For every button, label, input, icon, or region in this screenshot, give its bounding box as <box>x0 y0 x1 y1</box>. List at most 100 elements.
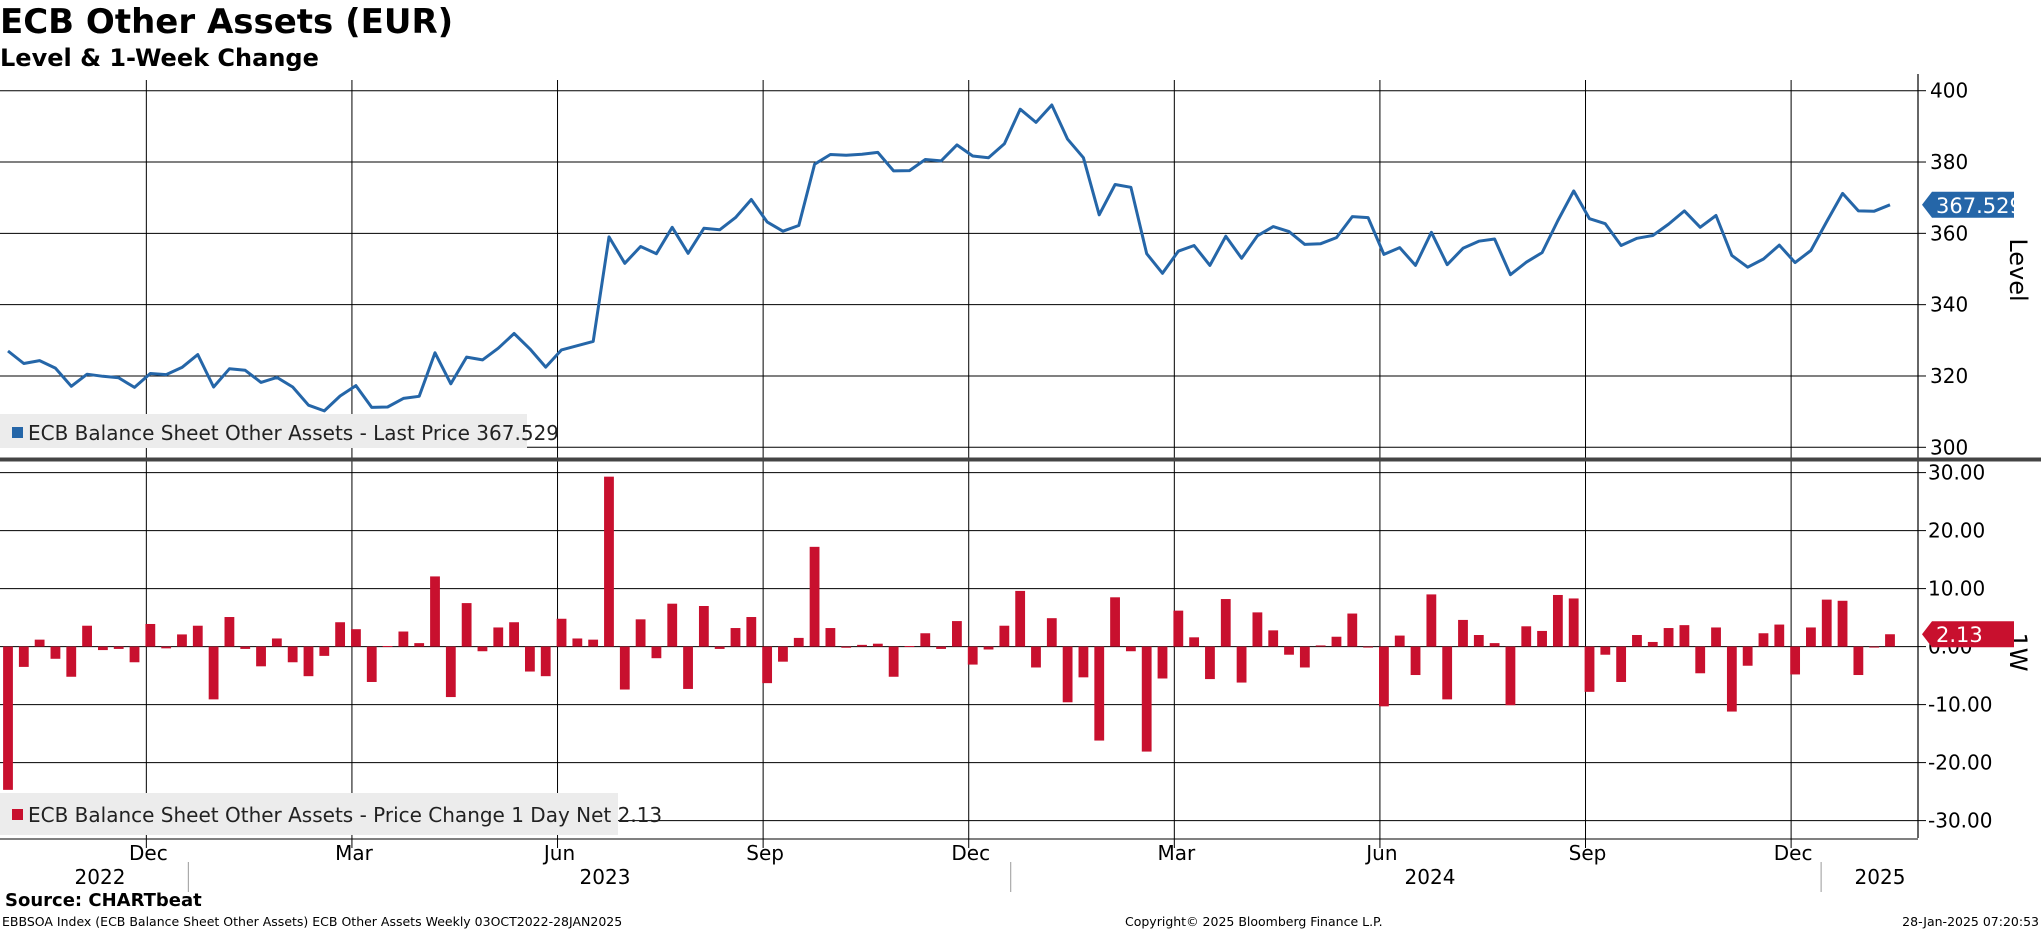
change-bar <box>50 646 61 659</box>
last-change-marker <box>1922 621 2014 648</box>
change-bar <box>192 625 203 647</box>
change-bar <box>1331 636 1342 647</box>
x-tick-label: Sep <box>746 841 784 865</box>
change-bar <box>445 646 456 698</box>
change-bar <box>382 646 393 648</box>
change-bar <box>224 617 235 647</box>
source-note: Source: CHARTbeat <box>5 890 202 911</box>
change-bar <box>1679 625 1690 647</box>
change-bar <box>3 646 13 790</box>
change-bar <box>762 646 773 684</box>
change-bar <box>1647 641 1658 647</box>
copyright-note: Copyright© 2025 Bloomberg Finance L.P. <box>1125 914 1383 929</box>
change-bar <box>1885 634 1895 647</box>
change-bar <box>1521 626 1532 647</box>
year-label: 2024 <box>1405 865 1456 889</box>
change-bar <box>1458 619 1468 647</box>
change-bar <box>1046 618 1057 647</box>
legend-background <box>0 793 618 835</box>
x-tick-label: Mar <box>1157 841 1196 865</box>
y-tick-label: 320 <box>1930 364 1968 388</box>
change-bar <box>161 646 172 649</box>
change-bar <box>1173 610 1184 647</box>
change-bar <box>208 646 219 700</box>
change-bar <box>1869 646 1880 648</box>
change-bar <box>287 646 298 663</box>
change-bar <box>1505 646 1516 706</box>
change-bar <box>82 625 92 647</box>
change-bar <box>540 646 551 677</box>
change-bar <box>635 619 646 647</box>
change-bar <box>1078 646 1089 678</box>
y-axis-label-level: Level <box>2004 238 2032 301</box>
change-bar <box>1426 594 1437 647</box>
change-bar <box>1584 646 1595 692</box>
change-bar <box>920 633 931 647</box>
change-bar <box>524 646 535 672</box>
change-bar <box>351 629 361 647</box>
change-bar <box>904 646 915 648</box>
change-bar <box>1205 646 1215 680</box>
change-bar <box>888 646 899 677</box>
change-bar <box>1663 628 1674 647</box>
change-bar <box>477 646 488 652</box>
change-bar <box>1189 637 1200 647</box>
year-label: 2023 <box>580 865 631 889</box>
change-bar <box>303 646 314 677</box>
change-bar <box>1726 646 1737 712</box>
change-bar <box>1821 599 1832 647</box>
change-bar <box>1062 646 1073 703</box>
change-bar <box>967 646 978 665</box>
change-bar <box>619 646 630 690</box>
change-bar <box>825 628 836 647</box>
change-bar <box>509 622 519 647</box>
change-bar <box>556 618 567 647</box>
change-bar <box>97 646 108 651</box>
change-bar <box>256 646 266 667</box>
legend-swatch <box>12 809 23 820</box>
change-bar <box>572 638 583 647</box>
y-tick-label: 10.00 <box>1928 577 1985 601</box>
change-bar <box>1031 646 1041 668</box>
change-bar <box>430 576 440 647</box>
change-bar <box>113 646 124 649</box>
change-bar <box>1695 646 1706 674</box>
change-bar <box>1347 613 1358 647</box>
y-tick-label: 300 <box>1930 435 1968 459</box>
change-bar <box>1236 646 1247 683</box>
change-bar <box>1268 630 1279 647</box>
y-tick-label: 30.00 <box>1928 461 1985 485</box>
year-label: 2022 <box>75 865 126 889</box>
chart-title: ECB Other Assets (EUR) <box>0 2 454 42</box>
change-bar <box>746 617 757 647</box>
change-bar <box>398 631 409 647</box>
change-bar <box>588 639 599 647</box>
y-tick-label: 360 <box>1930 221 1968 245</box>
change-bar <box>177 634 187 647</box>
change-bar <box>809 546 820 647</box>
change-bar <box>1394 635 1405 647</box>
change-bar <box>651 646 662 659</box>
y-tick-label: 380 <box>1930 150 1968 174</box>
change-bar <box>240 646 251 649</box>
y-tick-label: -30.00 <box>1928 809 1992 833</box>
x-tick-label: Jun <box>1364 841 1397 865</box>
change-bar <box>1125 646 1136 652</box>
change-bar <box>1742 646 1753 666</box>
change-bar <box>683 646 693 689</box>
y-tick-label: 400 <box>1930 79 1968 103</box>
last-price-label: 367.529 <box>1936 194 2023 218</box>
change-bar <box>793 637 804 647</box>
change-bar <box>952 621 962 647</box>
x-tick-label: Dec <box>951 841 990 865</box>
change-bar <box>271 638 282 647</box>
x-tick-label: Jun <box>542 841 575 865</box>
y-tick-label: -10.00 <box>1928 693 1992 717</box>
change-bar <box>1220 599 1231 647</box>
change-bar <box>714 646 725 649</box>
change-bar <box>1537 630 1547 647</box>
change-bar <box>1379 646 1389 707</box>
y-tick-label: -20.00 <box>1928 751 1992 775</box>
change-bar <box>66 646 77 677</box>
